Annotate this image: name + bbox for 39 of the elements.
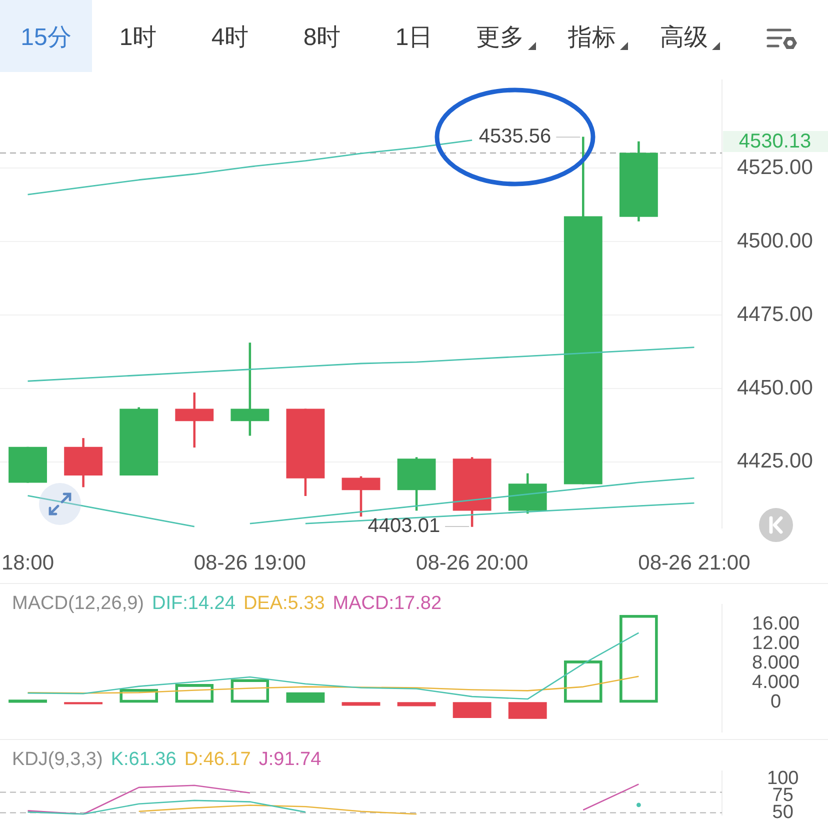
bar <box>342 702 380 706</box>
y-tick-label: 4.000 <box>752 672 800 694</box>
bar <box>397 702 436 706</box>
y-tick-label: 4525.00 <box>736 156 813 179</box>
text: 更多 <box>475 24 525 52</box>
text: 指标 <box>567 24 617 52</box>
x-tick-label: 18:00 <box>1 551 54 574</box>
chart-title: KDJ(9,3,3) <box>12 749 103 770</box>
y-tick-label: 4475.00 <box>736 302 813 326</box>
y-tick-label: 4450.00 <box>736 376 813 400</box>
x-tick-label: 08-26 20:00 <box>416 551 528 574</box>
chart-title: MACD(12,26,9) <box>12 593 144 614</box>
annotation: 4403.01 <box>368 515 440 538</box>
series-label: J:91.74 <box>258 749 322 770</box>
ref-line-label: 4530.13 <box>738 130 812 153</box>
text: 高级 <box>659 24 709 52</box>
y-tick-label: 4425.00 <box>736 450 813 473</box>
series-label: D:46.17 <box>184 749 251 770</box>
y-tick-label: 4500.00 <box>736 229 813 252</box>
x-tick-label: 08-26 19:00 <box>194 551 306 574</box>
x-tick-label: 08-26 21:00 <box>638 551 750 574</box>
annotation: MACD:17.82 <box>332 593 442 614</box>
bar <box>452 702 492 718</box>
text: DIF:14.24 <box>152 593 236 614</box>
text: 4时 <box>210 24 250 52</box>
text: DEA:5.33 <box>243 593 325 614</box>
y-tick-label: 8.000 <box>752 652 800 674</box>
text: 8时 <box>302 24 342 52</box>
bar <box>286 692 325 703</box>
y-tick-label: 0 <box>770 692 782 713</box>
text: 15分 <box>20 24 72 52</box>
bar <box>508 702 547 719</box>
text: 1时 <box>118 24 158 52</box>
series-label: K:61.36 <box>110 749 176 770</box>
bar <box>8 700 47 703</box>
annotation: 4535.56 <box>478 126 552 148</box>
y-tick-label: 12.00 <box>752 632 800 654</box>
text: 1日 <box>394 24 434 52</box>
y-tick-label: 16.00 <box>752 613 800 634</box>
